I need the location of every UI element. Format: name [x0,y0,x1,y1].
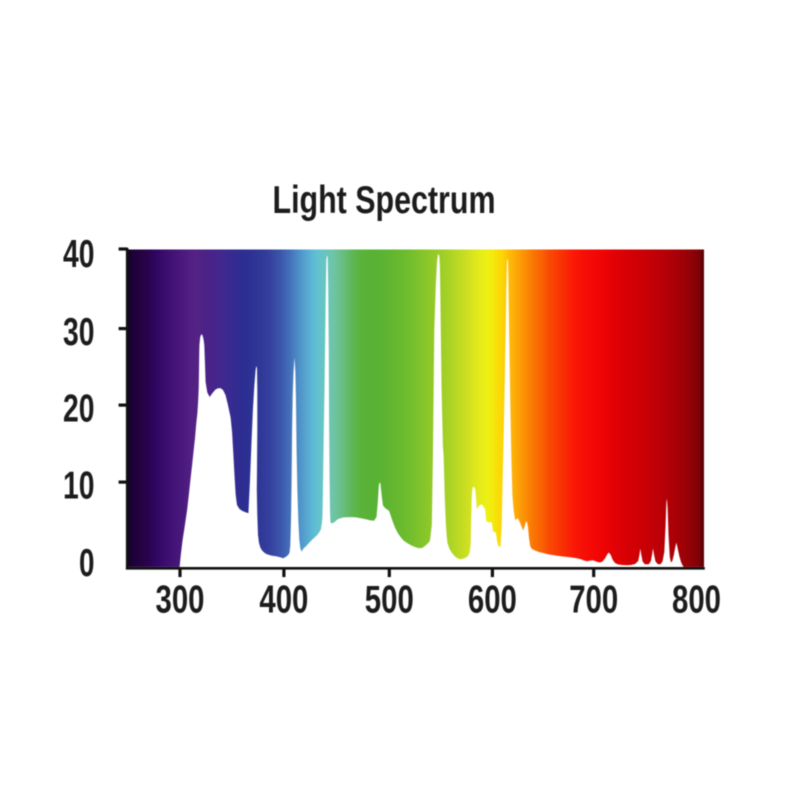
svg-text:Light Spectrum: Light Spectrum [273,179,496,222]
svg-text:0: 0 [79,542,95,585]
svg-text:400: 400 [259,579,308,622]
svg-text:40: 40 [63,233,95,276]
svg-text:30: 30 [63,311,95,354]
svg-text:700: 700 [569,579,618,622]
svg-text:600: 600 [468,579,517,622]
svg-text:10: 10 [63,465,95,508]
svg-text:800: 800 [672,579,721,622]
svg-text:300: 300 [156,579,205,622]
svg-text:500: 500 [365,579,414,622]
svg-text:20: 20 [63,388,95,431]
